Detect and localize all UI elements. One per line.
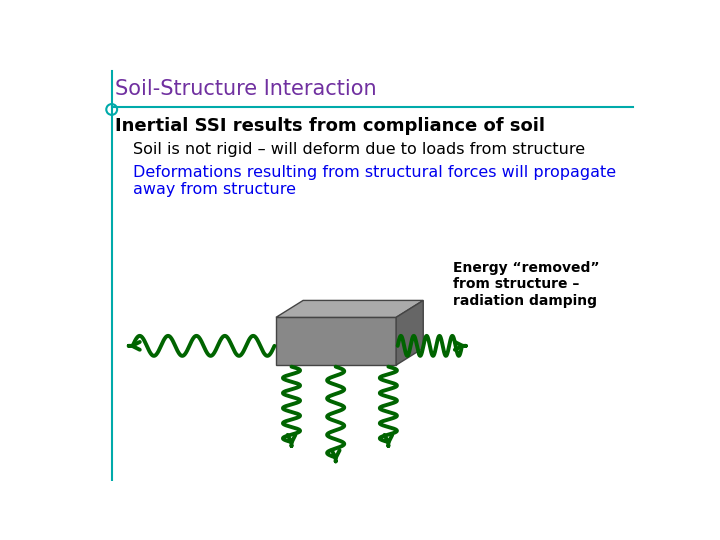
Polygon shape	[276, 318, 396, 365]
Polygon shape	[396, 300, 423, 365]
Text: Soil-Structure Interaction: Soil-Structure Interaction	[114, 79, 377, 99]
Text: away from structure: away from structure	[132, 182, 296, 197]
Text: Energy “removed”
from structure –
radiation damping: Energy “removed” from structure – radiat…	[453, 261, 599, 308]
Text: Deformations resulting from structural forces will propagate: Deformations resulting from structural f…	[132, 165, 616, 180]
Text: Soil is not rigid – will deform due to loads from structure: Soil is not rigid – will deform due to l…	[132, 142, 585, 157]
Polygon shape	[276, 300, 423, 318]
Text: Inertial SSI results from compliance of soil: Inertial SSI results from compliance of …	[114, 117, 545, 135]
